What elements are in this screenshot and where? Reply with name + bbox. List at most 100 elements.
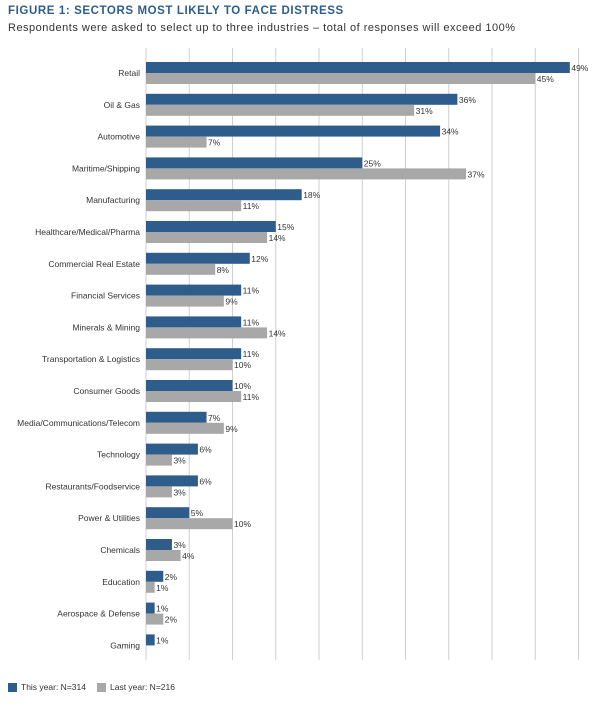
bar-this-year <box>146 221 276 232</box>
bar-this-year <box>146 411 207 423</box>
data-label: 3% <box>173 487 186 497</box>
bar-last-year <box>146 391 242 402</box>
category-label: Restaurants/Foodservice <box>46 481 141 491</box>
category-label: Automotive <box>97 132 140 142</box>
category-label: Education <box>102 577 140 587</box>
bar-last-year <box>146 581 155 593</box>
data-label: 12% <box>251 254 268 264</box>
category-label: Oil & Gas <box>104 100 140 110</box>
data-label: 1% <box>156 635 169 645</box>
data-label: 7% <box>208 413 221 423</box>
bar-last-year <box>146 295 224 307</box>
legend-swatch-this-year <box>8 682 17 692</box>
category-label: Technology <box>97 450 141 460</box>
category-label: Transportation & Logistics <box>42 354 140 364</box>
figure-label: FIGURE 1: <box>8 5 71 17</box>
category-label: Maritime/Shipping <box>72 163 140 173</box>
bar-this-year <box>146 284 242 296</box>
figure-title: FIGURE 1: SECTORS MOST LIKELY TO FACE DI… <box>8 5 344 17</box>
bar-last-year <box>146 486 172 498</box>
data-label: 8% <box>217 265 230 275</box>
category-label: Manufacturing <box>86 195 140 205</box>
data-label: 4% <box>182 551 195 561</box>
bar-this-year <box>146 189 302 201</box>
data-label: 14% <box>269 328 286 338</box>
data-label: 6% <box>199 476 212 486</box>
bar-this-year <box>146 252 250 264</box>
category-label: Retail <box>118 68 140 78</box>
data-label: 11% <box>243 286 260 296</box>
bar-last-year <box>146 263 216 275</box>
category-label: Gaming <box>110 640 140 650</box>
bar-this-year <box>146 634 155 646</box>
bar-this-year <box>146 380 233 391</box>
data-label: 2% <box>165 572 178 582</box>
category-label: Financial Services <box>71 291 140 301</box>
bar-this-year <box>146 507 190 519</box>
category-label: Media/Communications/Telecom <box>17 418 140 428</box>
bar-this-year <box>146 443 198 455</box>
bar-this-year <box>146 570 164 582</box>
data-label: 11% <box>243 317 260 327</box>
bar-last-year <box>146 518 233 530</box>
bar-last-year <box>146 73 536 84</box>
data-label: 14% <box>269 233 286 243</box>
data-label: 5% <box>191 508 204 518</box>
data-label: 11% <box>243 392 260 402</box>
bar-last-year <box>146 327 268 339</box>
data-label: 1% <box>156 604 169 614</box>
data-label: 36% <box>459 95 476 105</box>
chart-subtitle: Respondents were asked to select up to t… <box>8 22 516 34</box>
data-label: 25% <box>364 158 381 168</box>
legend-this-year: This year: N=314 <box>8 682 86 692</box>
category-label: Power & Utilities <box>78 513 140 523</box>
bar-last-year <box>146 168 467 180</box>
data-label: 9% <box>225 297 238 307</box>
bar-last-year <box>146 136 207 148</box>
bar-last-year <box>146 550 181 561</box>
bar-this-year <box>146 93 458 105</box>
data-label: 49% <box>571 63 588 73</box>
data-label: 9% <box>225 424 238 434</box>
bar-last-year <box>146 613 164 625</box>
bar-last-year <box>146 104 415 116</box>
data-label: 10% <box>234 381 251 391</box>
legend-label-last-year: Last year: N=216 <box>110 682 175 692</box>
legend-last-year: Last year: N=216 <box>97 682 175 692</box>
data-label: 2% <box>165 615 178 625</box>
bar-last-year <box>146 359 233 371</box>
data-label: 3% <box>173 540 186 550</box>
bar-this-year <box>146 475 198 487</box>
data-label: 37% <box>468 169 485 179</box>
bar-last-year <box>146 422 224 434</box>
data-label: 7% <box>208 138 221 148</box>
bar-this-year <box>146 62 570 73</box>
data-label: 10% <box>234 360 251 370</box>
bar-last-year <box>146 200 242 212</box>
category-label: Commercial Real Estate <box>48 259 140 269</box>
category-label: Chemicals <box>100 545 140 555</box>
data-label: 6% <box>199 445 212 455</box>
data-label: 1% <box>156 583 169 593</box>
bar-last-year <box>146 232 268 243</box>
bar-this-year <box>146 157 363 169</box>
data-label: 15% <box>277 222 294 232</box>
bar-this-year <box>146 348 242 360</box>
bar-last-year <box>146 454 172 466</box>
bar-this-year <box>146 316 242 328</box>
legend-label-this-year: This year: N=314 <box>21 682 86 692</box>
category-label: Aerospace & Defense <box>57 609 140 619</box>
data-label: 11% <box>243 349 260 359</box>
bar-this-year <box>146 539 172 550</box>
bar-this-year <box>146 602 155 614</box>
data-label: 18% <box>303 190 320 200</box>
data-label: 31% <box>416 106 433 116</box>
category-label: Healthcare/Medical/Pharma <box>35 227 140 237</box>
category-label: Consumer Goods <box>73 386 140 396</box>
data-label: 3% <box>173 456 186 466</box>
chart-title: SECTORS MOST LIKELY TO FACE DISTRESS <box>74 5 344 17</box>
data-label: 45% <box>537 74 554 84</box>
category-label: Minerals & Mining <box>72 322 140 332</box>
data-label: 11% <box>243 201 260 211</box>
